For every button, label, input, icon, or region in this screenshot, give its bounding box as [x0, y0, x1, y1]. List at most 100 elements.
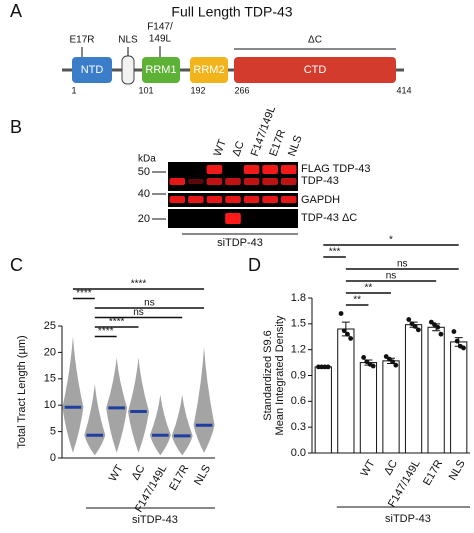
- blot-band: [243, 196, 260, 203]
- y-tick-label: 0.0: [291, 447, 306, 459]
- data-point: [348, 336, 354, 341]
- significance-label: ns: [386, 271, 397, 282]
- data-point: [438, 331, 444, 337]
- significance-label: ns: [397, 259, 408, 270]
- panel-letter: C: [10, 255, 23, 275]
- domain-box: [234, 57, 396, 83]
- y-tick-label: 0.3: [291, 421, 306, 433]
- domain-label: RRM1: [145, 64, 176, 76]
- data-point: [428, 319, 434, 325]
- blot-band: [262, 178, 278, 185]
- blot-band: [188, 196, 204, 203]
- data-point: [387, 356, 392, 362]
- residue-number: 266: [234, 85, 249, 95]
- mutation-label: E17R: [69, 35, 94, 46]
- x-tick-label: E17R: [167, 463, 191, 493]
- blot-band: [262, 165, 278, 174]
- group-label: siTDP-43: [132, 514, 178, 526]
- residue-number: 101: [138, 85, 153, 95]
- y-tick-label: 0: [50, 452, 56, 464]
- residue-number: 192: [190, 85, 205, 95]
- blot-band: [243, 178, 260, 185]
- blot-band: [243, 165, 260, 174]
- significance-label: ****: [76, 288, 92, 299]
- lane-label: E17R: [267, 128, 288, 158]
- group-label: siTDP-43: [385, 513, 431, 525]
- bar: [382, 360, 400, 454]
- significance-label: ns: [144, 298, 155, 309]
- band-label: GAPDH: [301, 194, 340, 206]
- data-point: [412, 324, 418, 329]
- mutation-label: F147/: [147, 22, 173, 33]
- blot-band: [206, 196, 223, 203]
- panel-letter: D: [248, 255, 261, 275]
- data-point: [361, 355, 367, 360]
- data-point: [415, 327, 421, 333]
- significance-label: ****: [109, 317, 125, 328]
- band-label: TDP-43 ΔC: [301, 212, 357, 224]
- residue-number: 1: [71, 85, 76, 95]
- domain-label: NTD: [81, 64, 104, 76]
- panel-letter: B: [10, 117, 22, 137]
- y-tick-label: 10: [44, 399, 56, 411]
- blot-band: [169, 178, 186, 185]
- data-point: [364, 359, 370, 365]
- data-point: [325, 364, 331, 370]
- y-tick-label: 20: [44, 346, 56, 358]
- swarm: [193, 347, 215, 453]
- swarm: [149, 394, 171, 456]
- significance-label: **: [365, 283, 373, 294]
- x-tick-label: ΔC: [382, 458, 400, 477]
- blot-band: [280, 165, 297, 174]
- x-tick-label: NLS: [447, 458, 468, 483]
- swarm: [62, 336, 84, 453]
- blot-band: [225, 178, 241, 185]
- blot-band: [262, 196, 278, 203]
- blot-band: [225, 213, 241, 224]
- y-tick-label: 0.9: [291, 369, 306, 381]
- y-axis-label: Standardized S9.6: [262, 330, 274, 421]
- y-tick-label: 25: [44, 320, 56, 332]
- y-tick-label: 15: [44, 373, 56, 385]
- data-point: [451, 329, 457, 334]
- y-tick-label: 5: [50, 426, 56, 438]
- band-label: TDP-43: [301, 175, 339, 187]
- data-point: [393, 362, 399, 368]
- x-tick-label: ΔC: [130, 463, 148, 482]
- significance-label: ***: [329, 247, 341, 258]
- data-point: [383, 354, 389, 359]
- deletion-label: ΔC: [308, 35, 322, 46]
- data-point: [461, 345, 466, 351]
- domain-label: CTD: [304, 64, 327, 76]
- domain-box: [142, 57, 180, 83]
- kda-label: kDa: [138, 154, 156, 165]
- y-tick-label: 0.6: [291, 395, 306, 407]
- band-label: FLAG TDP-43: [301, 163, 371, 175]
- bar: [359, 362, 378, 454]
- blot-band: [206, 178, 223, 185]
- panel-title: Full Length TDP-43: [171, 4, 292, 20]
- significance-label: ns: [133, 307, 144, 318]
- data-point: [454, 338, 460, 344]
- mutation-label: 149L: [149, 34, 172, 45]
- blot-band: [225, 196, 241, 203]
- data-point: [338, 311, 344, 316]
- significance-label: ****: [131, 279, 147, 290]
- bar: [427, 326, 445, 454]
- blot-row: [168, 162, 298, 191]
- x-tick-label: NLS: [192, 463, 213, 488]
- y-axis-label: Total Tract Length (µm): [16, 335, 28, 448]
- swarm: [84, 384, 106, 456]
- blot-band: [280, 178, 297, 185]
- bar: [314, 366, 332, 454]
- blot-band: [169, 196, 186, 203]
- data-point: [435, 324, 441, 330]
- x-tick-label: E17R: [421, 458, 445, 488]
- swarm: [106, 357, 128, 453]
- marker-label: 50: [138, 166, 150, 178]
- nls-box: [121, 55, 135, 85]
- marker-label: 40: [138, 188, 150, 200]
- marker-label: 20: [138, 213, 150, 225]
- data-point: [370, 363, 376, 369]
